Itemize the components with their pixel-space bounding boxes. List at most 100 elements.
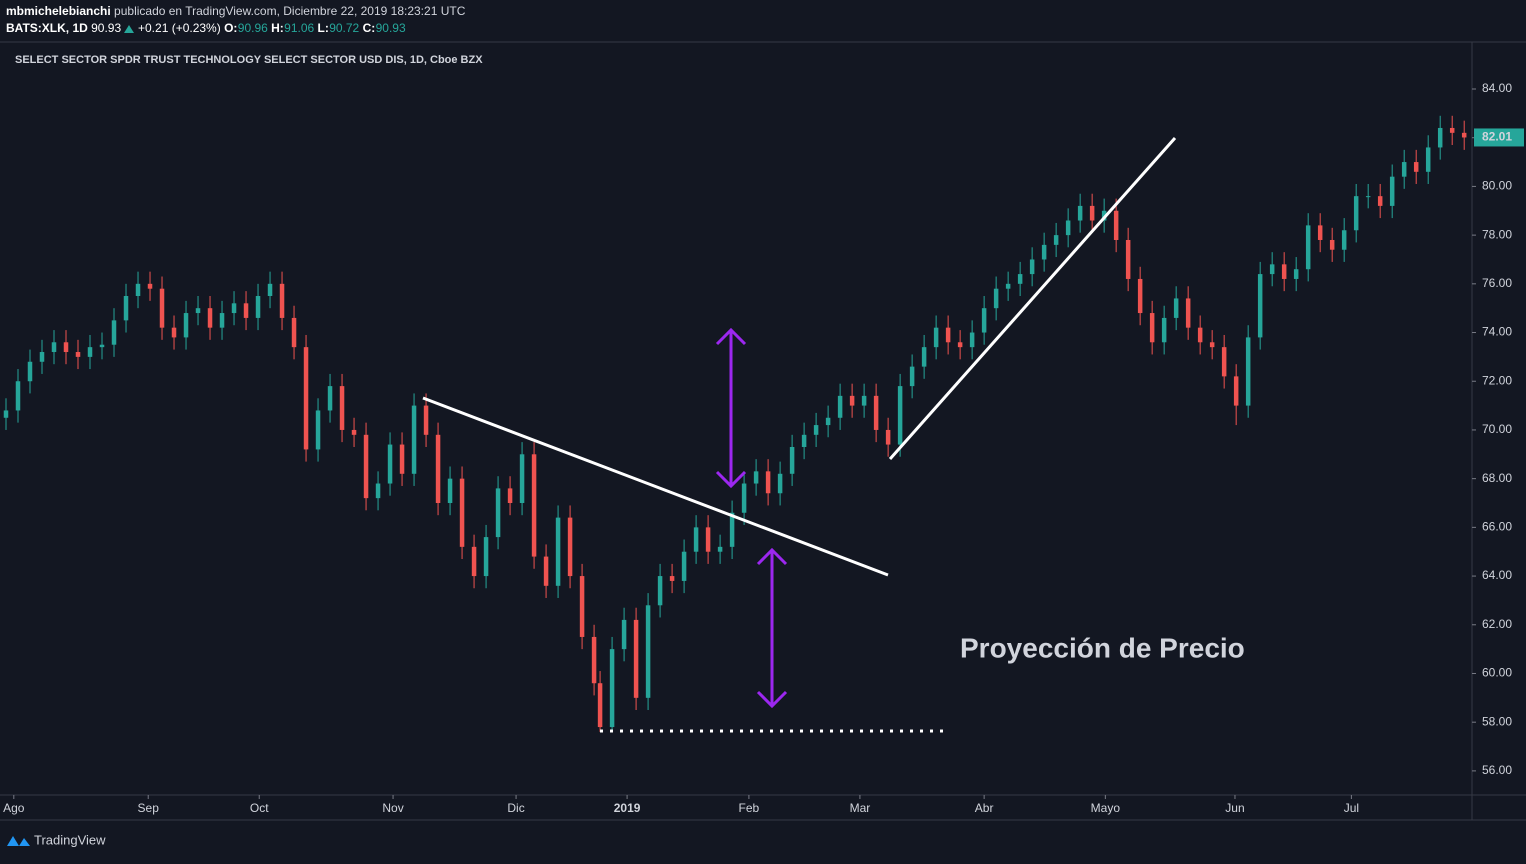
ohlc-value: 90.93 [376, 21, 406, 35]
candle-body [777, 473, 783, 494]
y-tick-label: 68.00 [1482, 471, 1512, 485]
candle-body [15, 381, 21, 411]
candle-body [363, 434, 369, 499]
candle-body [1353, 196, 1359, 231]
brand: TradingView [34, 832, 106, 847]
change: +0.21 (+0.23%) [138, 21, 221, 35]
candle-body [1425, 147, 1431, 172]
candle-body [303, 347, 309, 450]
candle-body [1197, 327, 1203, 343]
y-tick-label: 84.00 [1482, 81, 1512, 95]
candle-body [729, 512, 735, 547]
candle-body [135, 283, 141, 297]
candle-body [447, 478, 453, 504]
price: 90.93 [91, 21, 121, 35]
candle-body [1449, 127, 1455, 133]
author: mbmichelebianchi [6, 4, 111, 18]
candle-body [1161, 317, 1167, 343]
y-tick-label: 62.00 [1482, 617, 1512, 631]
candle-body [621, 619, 627, 650]
candle-body [147, 283, 153, 289]
candle-body [351, 429, 357, 435]
candle-body [519, 454, 525, 504]
candle-body [909, 366, 915, 387]
header-line: mbmichelebianchi publicado en TradingVie… [6, 4, 466, 18]
candle-body [123, 296, 129, 321]
candle-body [945, 327, 951, 343]
y-tick-label: 56.00 [1482, 763, 1512, 777]
symbol: BATS:XLK, 1D [6, 21, 88, 35]
chart-title: SELECT SECTOR SPDR TRUST TECHNOLOGY SELE… [15, 54, 483, 66]
candle-body [1401, 162, 1407, 177]
candle-body [1209, 342, 1215, 348]
candle-body [957, 342, 963, 348]
annotation: Proyección de Precio [960, 632, 1245, 663]
footer: TradingView [7, 832, 106, 847]
candle-body [51, 342, 57, 353]
candle-body [753, 471, 759, 484]
candle-body [1233, 376, 1239, 406]
candle-body [825, 417, 831, 426]
header-values: +0.21 (+0.23%) O: 90.96 H: 91.06 L: 90.7… [138, 21, 406, 35]
candle-body [1389, 176, 1395, 206]
candle-body [1113, 210, 1119, 240]
ohlc-label: H: [271, 21, 284, 35]
candle-body [459, 478, 465, 547]
ohlc-value: 90.96 [238, 21, 268, 35]
candle-body [1437, 127, 1443, 148]
ohlc-label: O: [224, 21, 237, 35]
y-tick-label: 58.00 [1482, 714, 1512, 728]
ohlc-value: 90.72 [329, 21, 359, 35]
trend-line [422, 396, 889, 577]
y-tick-label: 70.00 [1482, 422, 1512, 436]
candle-body [1377, 196, 1383, 206]
candle-body [543, 556, 549, 586]
candle-body [1065, 220, 1071, 236]
candle-body [1281, 264, 1287, 279]
candle-body [981, 308, 987, 333]
candle-body [111, 320, 117, 345]
candle-body [1137, 278, 1143, 314]
candle-body [993, 288, 999, 309]
candle-body [327, 386, 333, 411]
candle-body [1149, 313, 1155, 343]
candle-body [765, 471, 771, 494]
x-tick-label: Feb [739, 801, 760, 815]
candle-body [411, 405, 417, 474]
candle-body [1185, 298, 1191, 328]
y-tick-label: 78.00 [1482, 227, 1512, 241]
candle-body [39, 352, 45, 362]
candle-body [1269, 264, 1275, 275]
candle-body [567, 517, 573, 577]
candle-body [1329, 239, 1335, 250]
candle-body [495, 488, 501, 538]
candle-body [801, 434, 807, 447]
candle-body [669, 576, 675, 581]
x-tick-label: Oct [250, 801, 269, 815]
candle-body [705, 527, 711, 552]
y-tick-label: 80.00 [1482, 179, 1512, 193]
candle-body [183, 313, 189, 338]
y-tick-label: 66.00 [1482, 520, 1512, 534]
x-tick-label: Mar [850, 801, 871, 815]
candle-body [1005, 283, 1011, 289]
candle-body [243, 303, 249, 318]
candle-body [1341, 230, 1347, 250]
candle-body [1461, 132, 1467, 138]
published: publicado en TradingView.com, Diciembre … [114, 4, 466, 18]
x-tick-label: Mayo [1091, 801, 1121, 815]
candle-body [591, 636, 597, 684]
candle-body [897, 386, 903, 445]
candle-body [657, 576, 663, 606]
candle-body [1305, 225, 1311, 270]
candle-body [681, 551, 687, 581]
candle-body [207, 308, 213, 328]
candle-body [507, 488, 513, 504]
candle-body [1125, 239, 1131, 279]
x-tick-label: Jul [1344, 801, 1359, 815]
candle-body [1017, 274, 1023, 284]
candle-body [1257, 274, 1263, 338]
